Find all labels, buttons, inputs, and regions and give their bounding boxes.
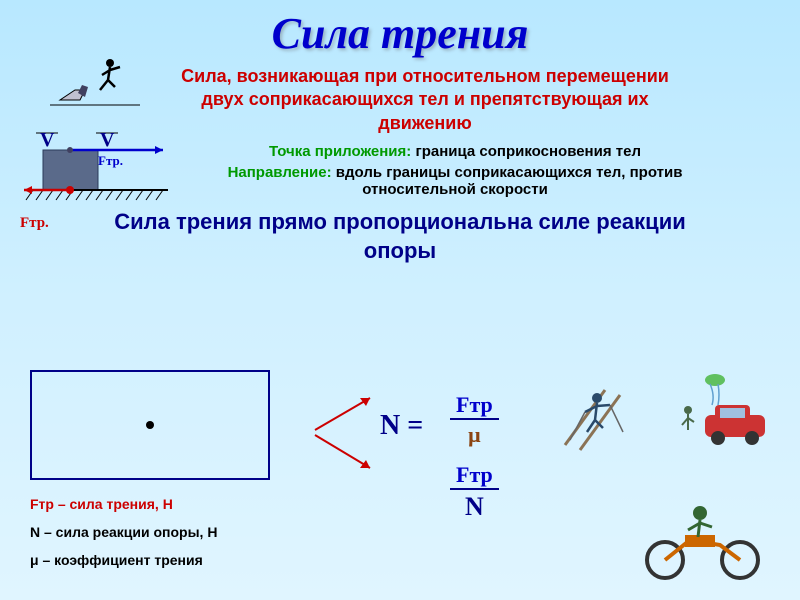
legend-mu: μ – коэффициент трения xyxy=(30,552,203,568)
point-text: граница соприкосновения тел xyxy=(415,143,641,160)
v1-label: V xyxy=(40,129,54,152)
v2-label: V xyxy=(100,129,114,152)
motorcycle-icon xyxy=(640,495,770,590)
legend: Fтр – сила трения, Н N – сила реакции оп… xyxy=(30,490,217,574)
skier-icon xyxy=(555,370,635,465)
point-label: Точка приложения: xyxy=(269,143,411,160)
definition-text: Сила, возникающая при относительном пере… xyxy=(170,65,680,135)
frac1-bot: μ xyxy=(468,420,480,448)
formula-box xyxy=(30,370,270,480)
formulas-area: N = Fтр μ Fтр N xyxy=(310,380,550,520)
direction-label: Направление: xyxy=(228,164,332,181)
legend-n: N – сила реакции опоры, Н xyxy=(30,524,217,540)
direction-line: Направление: вдоль границы соприкасающих… xyxy=(170,164,740,198)
frac2-bot: N xyxy=(465,490,484,522)
ftr1-label: Fтр. xyxy=(98,153,123,169)
runner-icon xyxy=(50,55,140,115)
formula-dot xyxy=(146,421,154,429)
legend-ftr: Fтр – сила трения, Н xyxy=(30,496,173,512)
car-wash-icon xyxy=(680,370,780,465)
point-line: Точка приложения: граница соприкосновени… xyxy=(170,143,740,160)
friction-diagram: V V Fтр. Fтр. xyxy=(18,115,168,235)
direction-text: вдоль границы соприкасающихся тел, проти… xyxy=(336,164,683,198)
frac1-top: Fтр xyxy=(450,392,499,420)
page-title: Сила трения xyxy=(0,0,800,59)
ftr2-label: Fтр. xyxy=(20,215,49,232)
frac2-top: Fтр xyxy=(450,462,499,490)
n-equals: N = xyxy=(380,410,423,442)
